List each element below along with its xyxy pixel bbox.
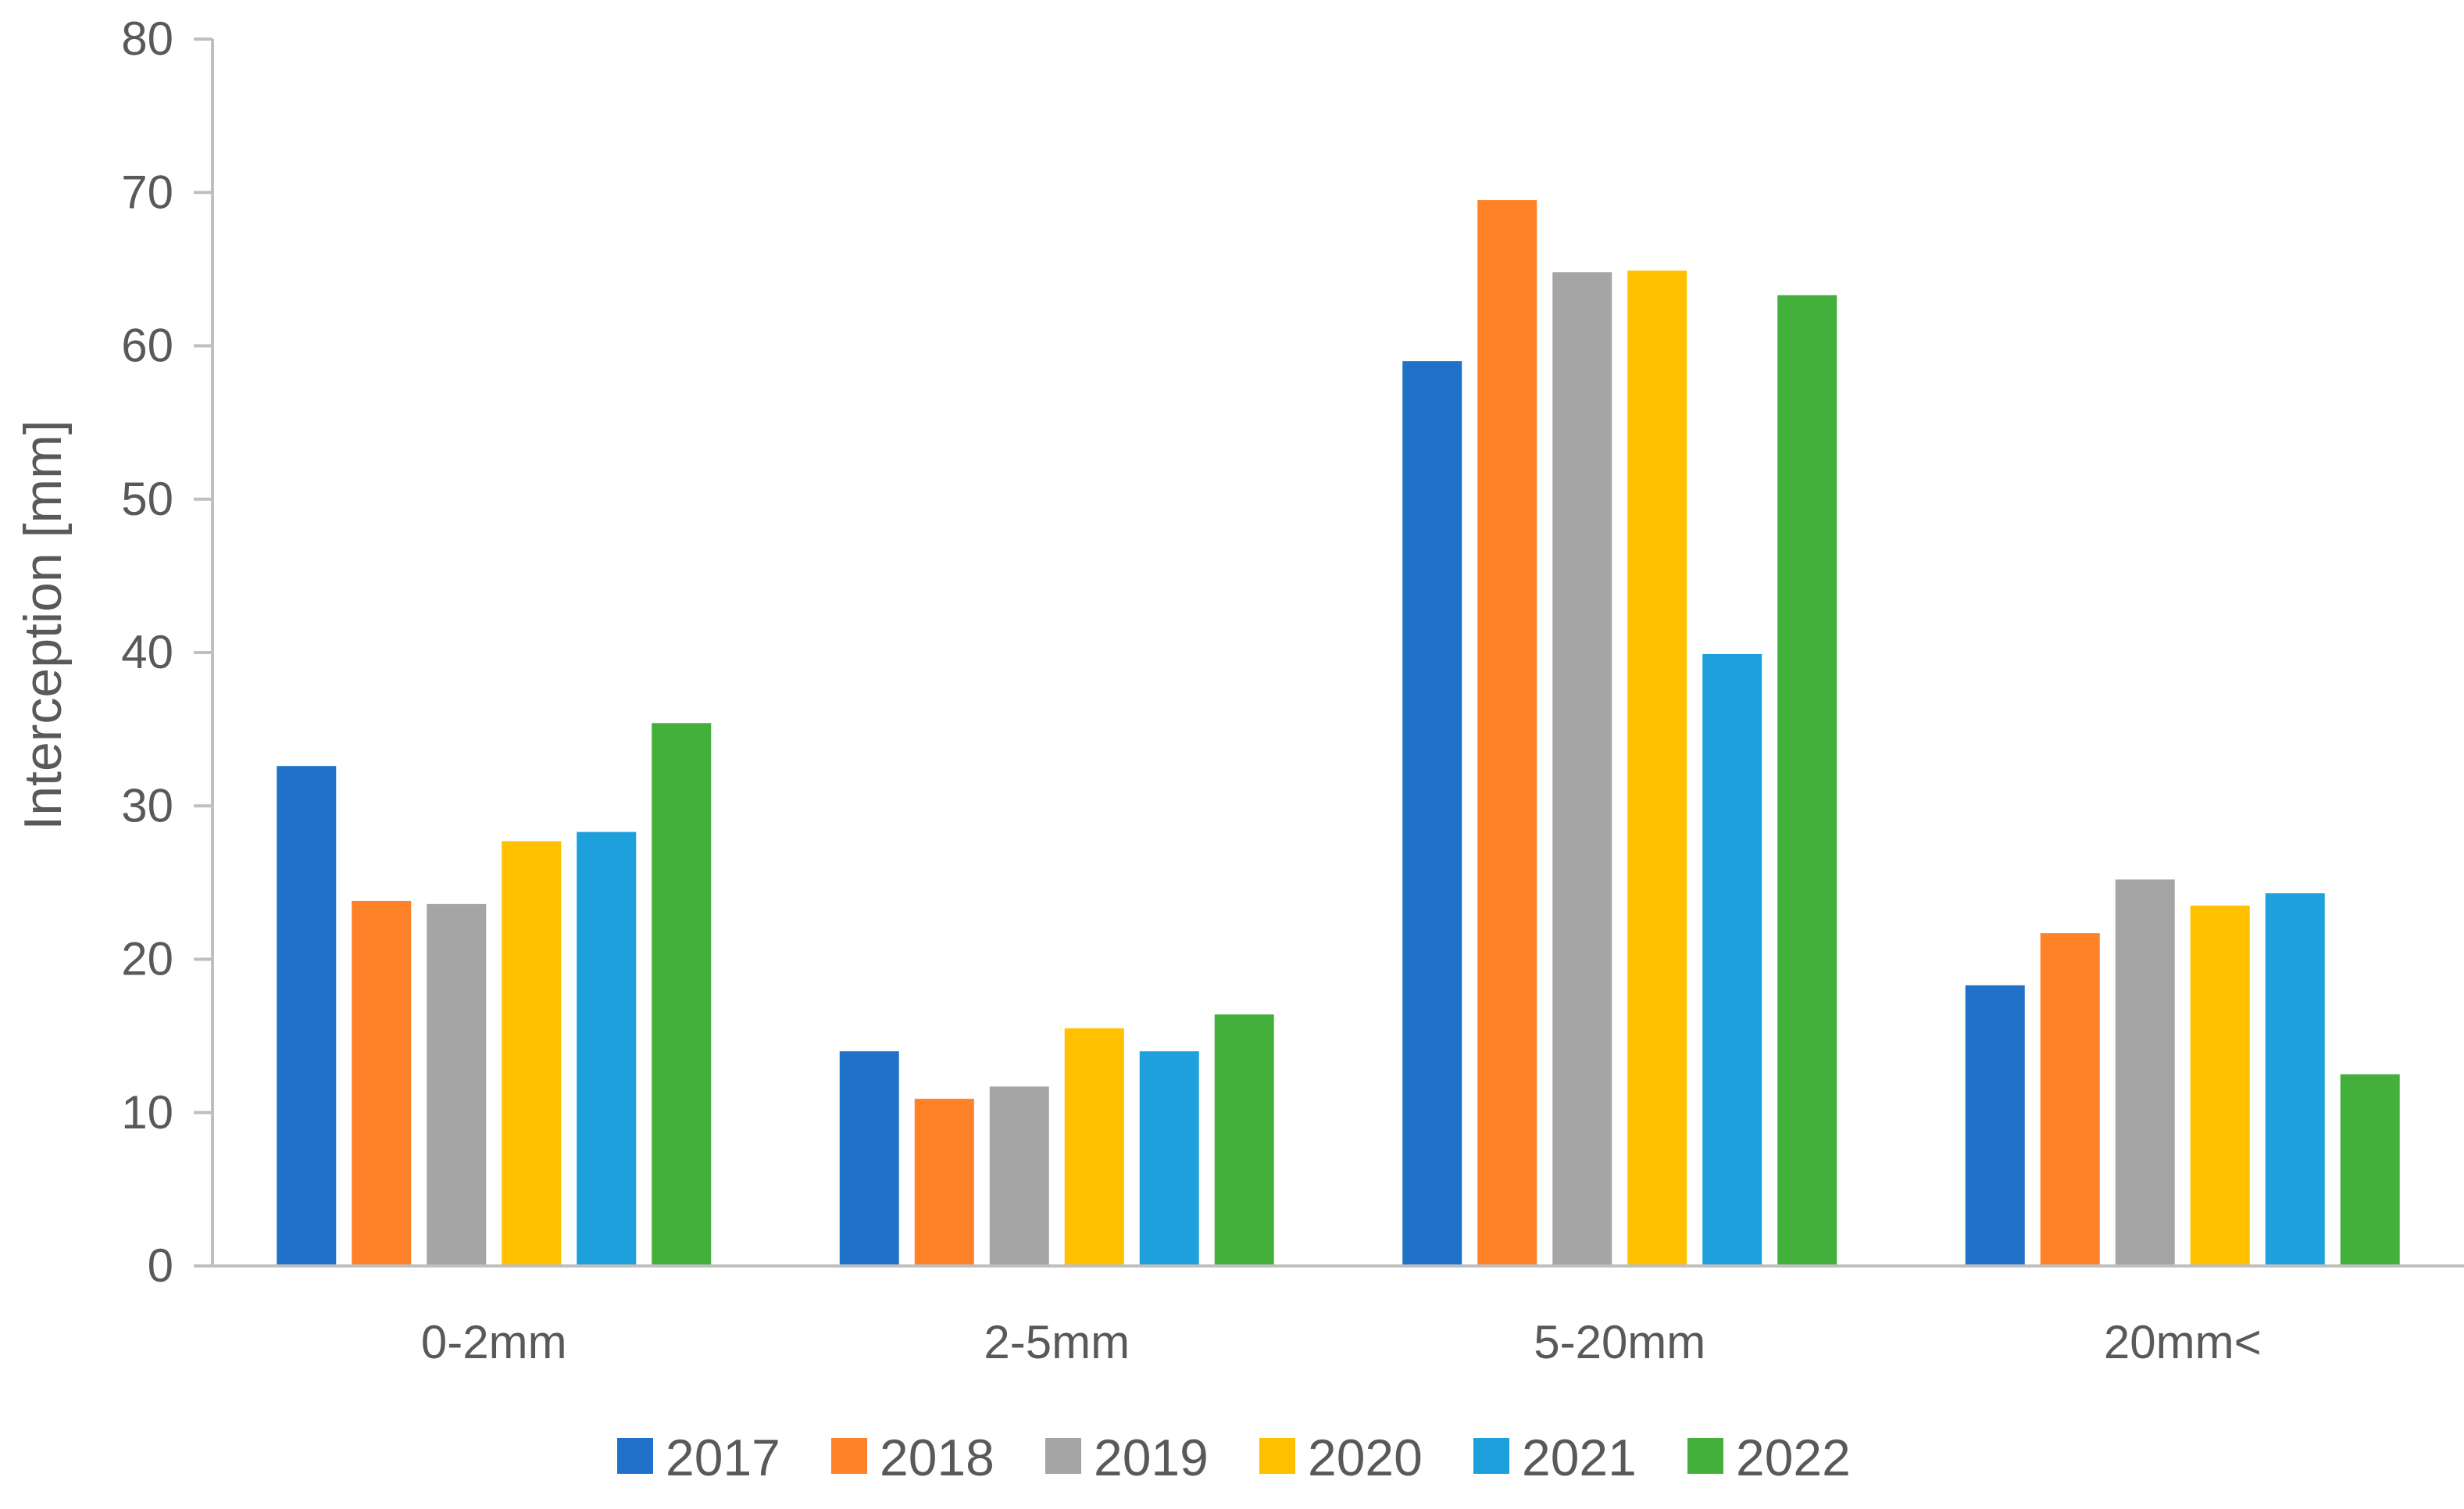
bar-2021-0-2mm [577,831,637,1266]
bar-2021-20mm< [2265,893,2325,1266]
legend-swatch-2021 [1473,1438,1509,1474]
y-tick-label: 20 [121,933,173,985]
bar-2017-20mm< [1965,985,2025,1266]
bar-2020-5-20mm [1627,270,1687,1266]
x-axis: 0-2mm 2-5mm 5-20mm 20mm< [212,1264,2464,1368]
legend-swatch-2018 [831,1438,867,1474]
y-tick-label: 80 [121,13,173,65]
legend-label: 2019 [1094,1429,1209,1486]
bar-2018-2-5mm [914,1099,974,1266]
y-tick-label: 40 [121,626,173,678]
y-axis-title: Interception [mm] [13,420,73,830]
y-tick-label: 60 [121,320,173,372]
bar-2019-5-20mm [1552,272,1612,1266]
bar-2018-5-20mm [1477,200,1537,1266]
x-category-label: 5-20mm [1534,1316,1705,1368]
bar-2021-2-5mm [1139,1051,1199,1266]
legend-label: 2017 [666,1429,780,1486]
bar-2017-5-20mm [1402,361,1462,1266]
legend-swatch-2019 [1045,1438,1081,1474]
bar-2018-20mm< [2040,933,2100,1266]
legend: 2017 2018 2019 2020 2021 2022 [617,1429,1851,1486]
bar-2019-20mm< [2115,879,2175,1266]
legend-label: 2018 [880,1429,995,1486]
bar-2020-2-5mm [1064,1028,1124,1266]
bar-2020-0-2mm [502,841,562,1266]
legend-label: 2020 [1308,1429,1423,1486]
x-category-label: 20mm< [2104,1316,2262,1368]
bar-2018-0-2mm [352,900,412,1266]
bar-2017-0-2mm [277,766,337,1266]
bar-2020-20mm< [2190,905,2250,1266]
legend-label: 2021 [1522,1429,1637,1486]
y-tick-label: 0 [148,1239,173,1292]
y-tick-label: 50 [121,473,173,525]
bar-2022-0-2mm [652,723,712,1266]
y-tick-label: 10 [121,1086,173,1139]
bar-2022-5-20mm [1777,295,1837,1266]
bar-2022-20mm< [2340,1074,2400,1266]
legend-swatch-2020 [1259,1438,1295,1474]
bar-2022-2-5mm [1214,1014,1274,1266]
bars [277,200,2400,1266]
x-category-label: 0-2mm [421,1316,567,1368]
legend-label: 2022 [1736,1429,1851,1486]
bar-2019-0-2mm [427,903,487,1266]
legend-swatch-2022 [1687,1438,1723,1474]
y-tick-label: 30 [121,779,173,831]
bar-2017-2-5mm [839,1051,899,1266]
legend-swatch-2017 [617,1438,653,1474]
y-tick-label: 70 [121,166,173,218]
x-category-label: 2-5mm [984,1316,1130,1368]
bar-2019-2-5mm [989,1086,1049,1266]
y-axis: 0 10 20 30 40 50 60 70 80 [121,13,214,1292]
bar-2021-5-20mm [1702,653,1762,1266]
